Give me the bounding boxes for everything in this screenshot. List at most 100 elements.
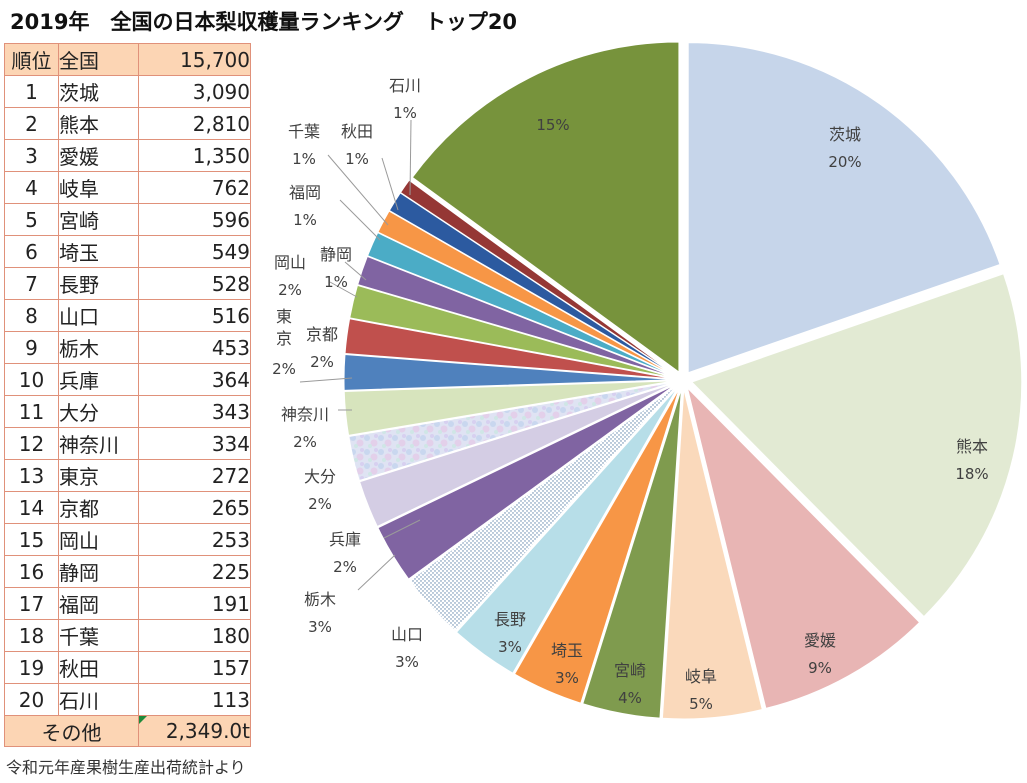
slice-name-label: 兵庫 bbox=[329, 530, 361, 549]
rank-cell: 11 bbox=[4, 395, 59, 428]
ranking-table: 順位 全国 15,700 1 茨城 3,090 2 熊本 2,810 3 愛媛 1,350 4 岐阜… bbox=[4, 43, 251, 747]
other-label: その他 bbox=[4, 715, 139, 747]
table-row: 7 長野 528 bbox=[4, 267, 251, 300]
table-row: 4 岐阜 762 bbox=[4, 171, 251, 204]
prefecture-cell: 石川 bbox=[58, 683, 139, 716]
leader-line bbox=[357, 554, 396, 591]
slice-name-label: 茨城 bbox=[829, 125, 861, 144]
slice-percent-label: 2% bbox=[272, 360, 296, 378]
slice-percent-label: 2% bbox=[293, 433, 317, 451]
slice-name-label: 愛媛 bbox=[804, 631, 836, 650]
table-row: 20 石川 113 bbox=[4, 683, 251, 716]
slice-percent-label: 2% bbox=[278, 281, 302, 299]
harvest-cell: 516 bbox=[138, 299, 251, 332]
slice-percent-label: 9% bbox=[808, 659, 832, 677]
slice-percent-label: 3% bbox=[498, 638, 522, 656]
pie-slice bbox=[343, 380, 675, 436]
harvest-cell: 157 bbox=[138, 651, 251, 684]
slice-percent-label: 4% bbox=[618, 689, 642, 707]
leader-line bbox=[381, 157, 399, 211]
table-row: 13 東京 272 bbox=[4, 459, 251, 492]
table-row: 19 秋田 157 bbox=[4, 651, 251, 684]
slice-name-label: 栃木 bbox=[304, 590, 336, 609]
leader-line bbox=[383, 519, 421, 539]
pie-slice bbox=[399, 179, 676, 376]
header-total: 15,700 bbox=[138, 43, 251, 76]
rank-cell: 7 bbox=[4, 267, 59, 300]
rank-cell: 19 bbox=[4, 651, 59, 684]
table-row: 2 熊本 2,810 bbox=[4, 107, 251, 140]
slice-name-label: 京 bbox=[276, 329, 292, 348]
pie-slice bbox=[686, 386, 921, 709]
slice-percent-label: 3% bbox=[555, 669, 579, 687]
harvest-cell: 2,810 bbox=[138, 107, 251, 140]
pie-slice bbox=[408, 385, 677, 632]
leader-line bbox=[327, 154, 389, 226]
slice-percent-label: 1% bbox=[324, 273, 348, 291]
table-row: 10 兵庫 364 bbox=[4, 363, 251, 396]
pie-slice bbox=[411, 41, 680, 373]
table-row: 8 山口 516 bbox=[4, 299, 251, 332]
slice-percent-label: 1% bbox=[345, 150, 369, 168]
prefecture-cell: 栃木 bbox=[58, 331, 139, 364]
slice-percent-label: 3% bbox=[395, 653, 419, 671]
pie-slice bbox=[357, 255, 675, 378]
pie-slice bbox=[343, 353, 675, 391]
slice-percent-label: 15% bbox=[536, 116, 569, 134]
prefecture-cell: 東京 bbox=[58, 459, 139, 492]
prefecture-cell: 埼玉 bbox=[58, 235, 139, 268]
slice-name-label: 埼玉 bbox=[551, 641, 583, 660]
leader-line bbox=[329, 281, 358, 298]
harvest-cell: 253 bbox=[138, 523, 251, 556]
rank-cell: 18 bbox=[4, 619, 59, 652]
slice-percent-label: 2% bbox=[308, 495, 332, 513]
pie-slice bbox=[582, 388, 682, 719]
slice-name-label: 熊本 bbox=[956, 437, 988, 456]
pie-slice bbox=[687, 42, 1001, 374]
pie-slice bbox=[513, 387, 680, 704]
rank-cell: 13 bbox=[4, 459, 59, 492]
pie-slice bbox=[690, 273, 1023, 618]
harvest-cell: 265 bbox=[138, 491, 251, 524]
harvest-cell: 334 bbox=[138, 427, 251, 460]
harvest-cell: 596 bbox=[138, 203, 251, 236]
slice-name-label: 長野 bbox=[494, 610, 526, 629]
slice-name-label: 宮崎 bbox=[614, 661, 646, 680]
rank-cell: 4 bbox=[4, 171, 59, 204]
harvest-cell: 343 bbox=[138, 395, 251, 428]
slice-percent-label: 2% bbox=[310, 353, 334, 371]
table-row: 18 千葉 180 bbox=[4, 619, 251, 652]
table-footer-row: その他 2,349.0t bbox=[4, 715, 251, 747]
slice-name-label: 神奈川 bbox=[281, 405, 329, 424]
slice-name-label: 千葉 bbox=[288, 122, 320, 141]
slice-name-label: 福岡 bbox=[289, 183, 321, 202]
table-header-row: 順位 全国 15,700 bbox=[4, 43, 251, 76]
leader-line bbox=[344, 261, 367, 281]
harvest-cell: 528 bbox=[138, 267, 251, 300]
slice-name-label: 岐阜 bbox=[685, 667, 717, 686]
harvest-cell: 3,090 bbox=[138, 75, 251, 108]
slice-percent-label: 1% bbox=[293, 211, 317, 229]
other-value-text: 2,349.0t bbox=[165, 719, 250, 743]
slice-percent-label: 2% bbox=[333, 558, 357, 576]
harvest-cell: 180 bbox=[138, 619, 251, 652]
pie-slice bbox=[359, 382, 675, 528]
other-value: 2,349.0t bbox=[138, 715, 251, 747]
slice-percent-label: 18% bbox=[955, 465, 988, 483]
pie-slice bbox=[377, 210, 676, 377]
leader-line bbox=[299, 377, 353, 383]
slice-name-label: 秋田 bbox=[341, 122, 373, 141]
prefecture-cell: 愛媛 bbox=[58, 139, 139, 172]
pie-slice bbox=[377, 384, 676, 580]
slice-name-label: 山口 bbox=[391, 625, 423, 644]
slice-percent-label: 20% bbox=[828, 153, 861, 171]
slice-name-label: 東 bbox=[276, 307, 292, 326]
harvest-cell: 225 bbox=[138, 555, 251, 588]
prefecture-cell: 兵庫 bbox=[58, 363, 139, 396]
rank-cell: 3 bbox=[4, 139, 59, 172]
rank-cell: 8 bbox=[4, 299, 59, 332]
table-row: 6 埼玉 549 bbox=[4, 235, 251, 268]
chart-title: 2019年 全国の日本梨収穫量ランキング トップ20 bbox=[10, 10, 518, 34]
table-row: 12 神奈川 334 bbox=[4, 427, 251, 460]
